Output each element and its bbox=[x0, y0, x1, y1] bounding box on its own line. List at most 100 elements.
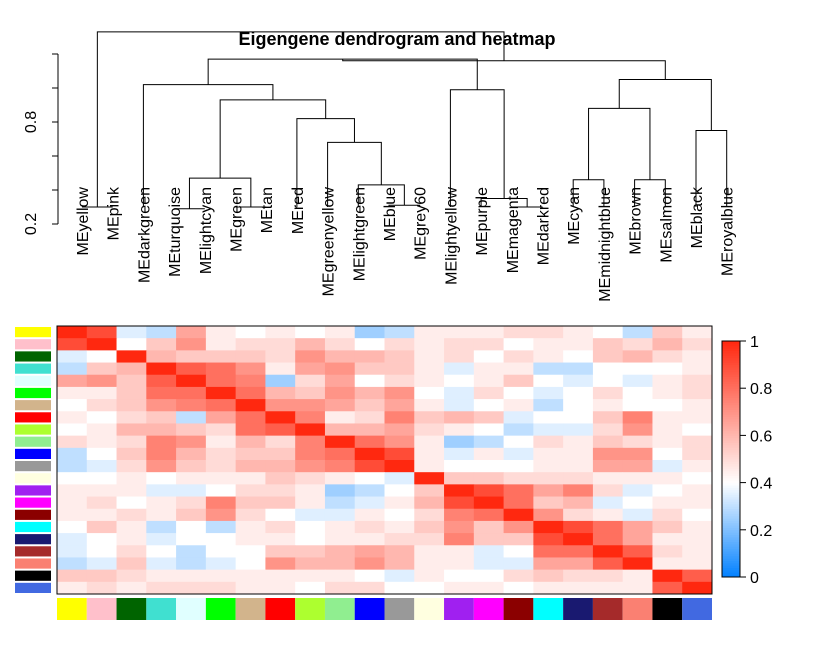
heatmap-cell bbox=[414, 362, 445, 376]
heatmap-cell bbox=[324, 350, 356, 363]
heatmap-cell bbox=[533, 374, 564, 388]
legend-gradient-step bbox=[722, 456, 740, 460]
heatmap-cell bbox=[354, 581, 385, 595]
row-color-swatch bbox=[15, 375, 51, 386]
heatmap-cell bbox=[176, 447, 207, 461]
heatmap-cell bbox=[86, 520, 117, 534]
legend-gradient-step bbox=[722, 487, 740, 491]
row-color-swatch bbox=[15, 534, 51, 545]
heatmap-cell bbox=[354, 338, 385, 351]
legend-gradient-step bbox=[722, 425, 740, 429]
heatmap-cell bbox=[57, 545, 88, 558]
heatmap-cell bbox=[444, 581, 475, 595]
heatmap-cell bbox=[533, 411, 564, 424]
legend-gradient-step bbox=[722, 451, 740, 455]
row-color-swatch bbox=[15, 521, 51, 533]
column-color-bars bbox=[57, 598, 712, 620]
heatmap-cell bbox=[324, 338, 356, 351]
heatmap-cell bbox=[414, 569, 445, 583]
heatmap-cell bbox=[384, 484, 415, 497]
heatmap-cell bbox=[146, 435, 177, 449]
column-color-swatch bbox=[563, 598, 593, 620]
heatmap-cell bbox=[176, 338, 207, 351]
heatmap-cell bbox=[682, 496, 713, 510]
legend-gradient-step bbox=[722, 475, 740, 479]
heatmap-cell bbox=[622, 484, 653, 497]
heatmap-cell bbox=[354, 533, 385, 546]
heatmap-cell bbox=[473, 581, 504, 595]
column-color-swatch bbox=[176, 598, 206, 620]
heatmap-cell bbox=[146, 374, 177, 388]
row-color-swatch bbox=[15, 497, 51, 508]
legend-gradient-step bbox=[722, 541, 740, 545]
heatmap-cell bbox=[265, 484, 296, 497]
heatmap-cell bbox=[444, 411, 475, 424]
legend-gradient-step bbox=[722, 482, 740, 486]
heatmap-cell bbox=[473, 533, 504, 546]
heatmap-cell bbox=[652, 350, 683, 363]
heatmap-cell bbox=[146, 581, 177, 595]
legend-gradient-step bbox=[722, 463, 740, 467]
heatmap-cell bbox=[354, 508, 385, 522]
heatmap-cell bbox=[354, 423, 385, 437]
legend-gradient-step bbox=[722, 518, 740, 521]
heatmap-cell bbox=[473, 496, 504, 510]
heatmap-cell bbox=[414, 508, 445, 522]
heatmap-cell bbox=[235, 338, 266, 351]
legend-gradient-step bbox=[722, 520, 740, 524]
heatmap-cell bbox=[57, 533, 88, 546]
heatmap-cell bbox=[503, 545, 534, 558]
heatmap-cell bbox=[265, 350, 296, 363]
heatmap-cell bbox=[86, 557, 117, 571]
heatmap-cell bbox=[86, 326, 117, 339]
heatmap-cell bbox=[682, 350, 713, 363]
heatmap-cell bbox=[235, 386, 266, 400]
heatmap-cell bbox=[86, 350, 117, 363]
legend-gradient-step bbox=[722, 376, 740, 380]
heatmap-cell bbox=[503, 447, 534, 461]
heatmap-cell bbox=[116, 399, 147, 412]
heatmap-cell bbox=[176, 472, 207, 485]
heatmap-cell bbox=[533, 569, 564, 583]
legend-gradient-step bbox=[722, 503, 740, 507]
heatmap-cell bbox=[205, 581, 237, 595]
module-label: MEblue bbox=[382, 187, 399, 241]
heatmap-cell bbox=[176, 386, 207, 400]
heatmap-cell bbox=[563, 557, 594, 571]
heatmap-cell bbox=[652, 533, 683, 546]
heatmap-cell bbox=[384, 472, 415, 485]
legend-gradient-step bbox=[722, 543, 740, 547]
heatmap-cell bbox=[295, 326, 326, 339]
heatmap-cell bbox=[622, 399, 653, 412]
column-color-swatch bbox=[324, 598, 355, 620]
heatmap-cell bbox=[444, 447, 475, 461]
heatmap-cell bbox=[414, 533, 445, 546]
heatmap-cell bbox=[652, 508, 683, 522]
heatmap-cell bbox=[384, 496, 415, 510]
heatmap-cell bbox=[682, 374, 713, 388]
heatmap-cell bbox=[533, 386, 564, 400]
heatmap-cell bbox=[324, 386, 356, 400]
column-color-swatch bbox=[295, 598, 325, 620]
heatmap-cell bbox=[533, 496, 564, 510]
heatmap-cell bbox=[533, 460, 564, 473]
column-color-swatch bbox=[592, 598, 623, 620]
heatmap-cell bbox=[324, 447, 356, 461]
legend-gradient-step bbox=[722, 362, 740, 366]
heatmap-cell bbox=[295, 484, 326, 497]
heatmap-cell bbox=[563, 350, 594, 363]
module-label: MEmagenta bbox=[505, 187, 522, 273]
heatmap-cell bbox=[622, 435, 653, 449]
heatmap-cell bbox=[682, 411, 713, 424]
heatmap-cell bbox=[176, 569, 207, 583]
heatmap-cell bbox=[414, 338, 445, 351]
heatmap-cell bbox=[682, 423, 713, 437]
legend-gradient-step bbox=[722, 395, 740, 399]
legend-gradient-step bbox=[722, 402, 740, 406]
heatmap-cell bbox=[384, 362, 415, 376]
heatmap-cell bbox=[533, 326, 564, 339]
legend-tick-label: 0.6 bbox=[750, 428, 772, 445]
legend-gradient-step bbox=[722, 484, 740, 488]
heatmap-cell bbox=[563, 496, 594, 510]
heatmap-cell bbox=[324, 423, 356, 437]
